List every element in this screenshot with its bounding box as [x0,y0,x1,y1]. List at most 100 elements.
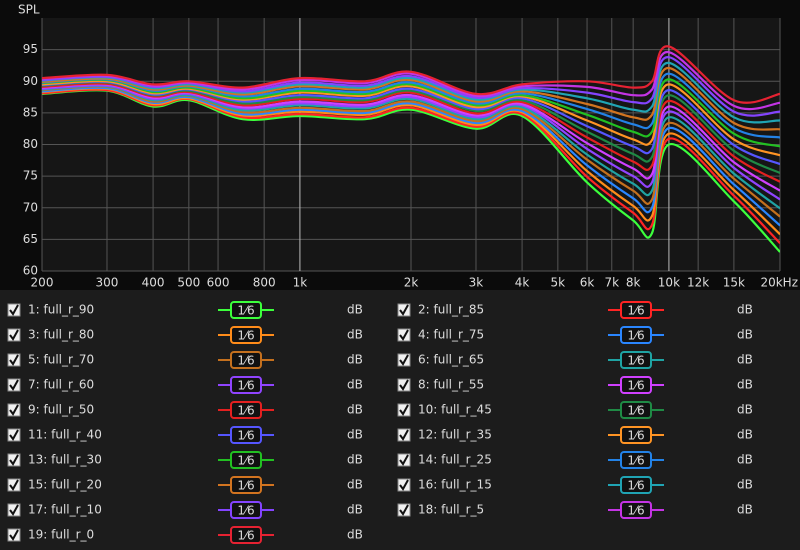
x-tick-label: 800 [253,276,276,290]
unit-label: dB [737,453,753,467]
unit-label: dB [347,428,363,442]
checkmark [399,354,409,366]
legend-entry: 18: full_r_5 [418,503,484,517]
unit-label: dB [737,353,753,367]
y-tick-label: 70 [23,200,38,214]
smoothing-label: 1⁄6 [627,404,644,418]
smoothing-label: 1⁄6 [237,479,254,493]
x-tick-label: 2k [404,276,419,290]
checkmark [9,404,19,416]
response-curve [42,79,780,157]
legend-entry: 6: full_r_65 [418,353,484,367]
unit-label: dB [347,528,363,542]
checkmark [9,529,19,541]
x-tick-label: 500 [177,276,200,290]
smoothing-button[interactable] [620,501,652,519]
checkmark [399,479,409,491]
legend-entry: 2: full_r_85 [418,303,484,317]
checkmark [399,304,409,316]
unit-label: dB [347,478,363,492]
x-tick-label: 400 [142,276,165,290]
smoothing-label: 1⁄6 [237,329,254,343]
smoothing-label: 1⁄6 [627,504,644,518]
unit-label: dB [347,503,363,517]
legend-entry: 19: full_r_0 [28,528,94,542]
checkmark [399,454,409,466]
smoothing-button[interactable] [230,501,262,519]
smoothing-button[interactable] [230,476,262,494]
legend-entry: 9: full_r_50 [28,403,94,417]
legend-entry: 10: full_r_45 [418,403,492,417]
unit-label: dB [737,378,753,392]
legend-entry: 12: full_r_35 [418,428,492,442]
smoothing-label: 1⁄6 [237,404,254,418]
y-tick-label: 75 [23,169,38,183]
checkmark [9,479,19,491]
checkmark [9,304,19,316]
legend-entry: 1: full_r_90 [28,303,94,317]
smoothing-button[interactable] [230,426,262,444]
smoothing-button[interactable] [620,301,652,319]
unit-label: dB [737,503,753,517]
unit-label: dB [737,328,753,342]
legend-entry: 16: full_r_15 [418,478,492,492]
smoothing-button[interactable] [620,351,652,369]
response-curve [42,45,780,104]
checkmark [399,329,409,341]
unit-label: dB [347,378,363,392]
smoothing-label: 1⁄6 [237,504,254,518]
smoothing-button[interactable] [620,326,652,344]
response-curve [42,66,780,131]
smoothing-button[interactable] [620,451,652,469]
x-tick-label: 10k [658,276,680,290]
response-curve [42,82,780,183]
x-tick-label: 3k [469,276,484,290]
smoothing-button[interactable] [620,476,652,494]
unit-label: dB [737,478,753,492]
smoothing-button[interactable] [620,426,652,444]
response-curve [42,61,780,124]
smoothing-label: 1⁄6 [627,429,644,443]
legend-entry: 17: full_r_10 [28,503,102,517]
checkmark [399,429,409,441]
y-tick-label: 80 [23,137,38,151]
smoothing-button[interactable] [230,401,262,419]
unit-label: dB [737,303,753,317]
smoothing-label: 1⁄6 [627,379,644,393]
smoothing-label: 1⁄6 [237,529,254,543]
smoothing-label: 1⁄6 [627,454,644,468]
x-tick-label: 300 [96,276,119,290]
smoothing-button[interactable] [230,526,262,544]
smoothing-button[interactable] [230,326,262,344]
legend-entry: 4: full_r_75 [418,328,484,342]
smoothing-button[interactable] [620,401,652,419]
response-curve [42,78,780,148]
legend-entry: 8: full_r_55 [418,378,484,392]
smoothing-label: 1⁄6 [237,454,254,468]
checkmark [9,379,19,391]
smoothing-label: 1⁄6 [627,304,644,318]
smoothing-label: 1⁄6 [237,379,254,393]
x-tick-label: 4k [515,276,530,290]
smoothing-button[interactable] [230,301,262,319]
checkmark [399,504,409,516]
x-tick-label: 5k [551,276,566,290]
checkmark [9,354,19,366]
smoothing-label: 1⁄6 [627,329,644,343]
y-tick-label: 95 [23,42,38,56]
x-tick-label: 12k [687,276,709,290]
unit-label: dB [347,453,363,467]
smoothing-button[interactable] [230,376,262,394]
smoothing-button[interactable] [230,351,262,369]
x-tick-label: 7k [604,276,619,290]
smoothing-button[interactable] [620,376,652,394]
unit-label: dB [347,353,363,367]
legend-entry: 5: full_r_70 [28,353,94,367]
smoothing-label: 1⁄6 [627,354,644,368]
smoothing-label: 1⁄6 [627,479,644,493]
y-tick-label: 90 [23,74,38,88]
unit-label: dB [347,303,363,317]
x-tick-label: 20kHz [760,276,798,290]
smoothing-button[interactable] [230,451,262,469]
